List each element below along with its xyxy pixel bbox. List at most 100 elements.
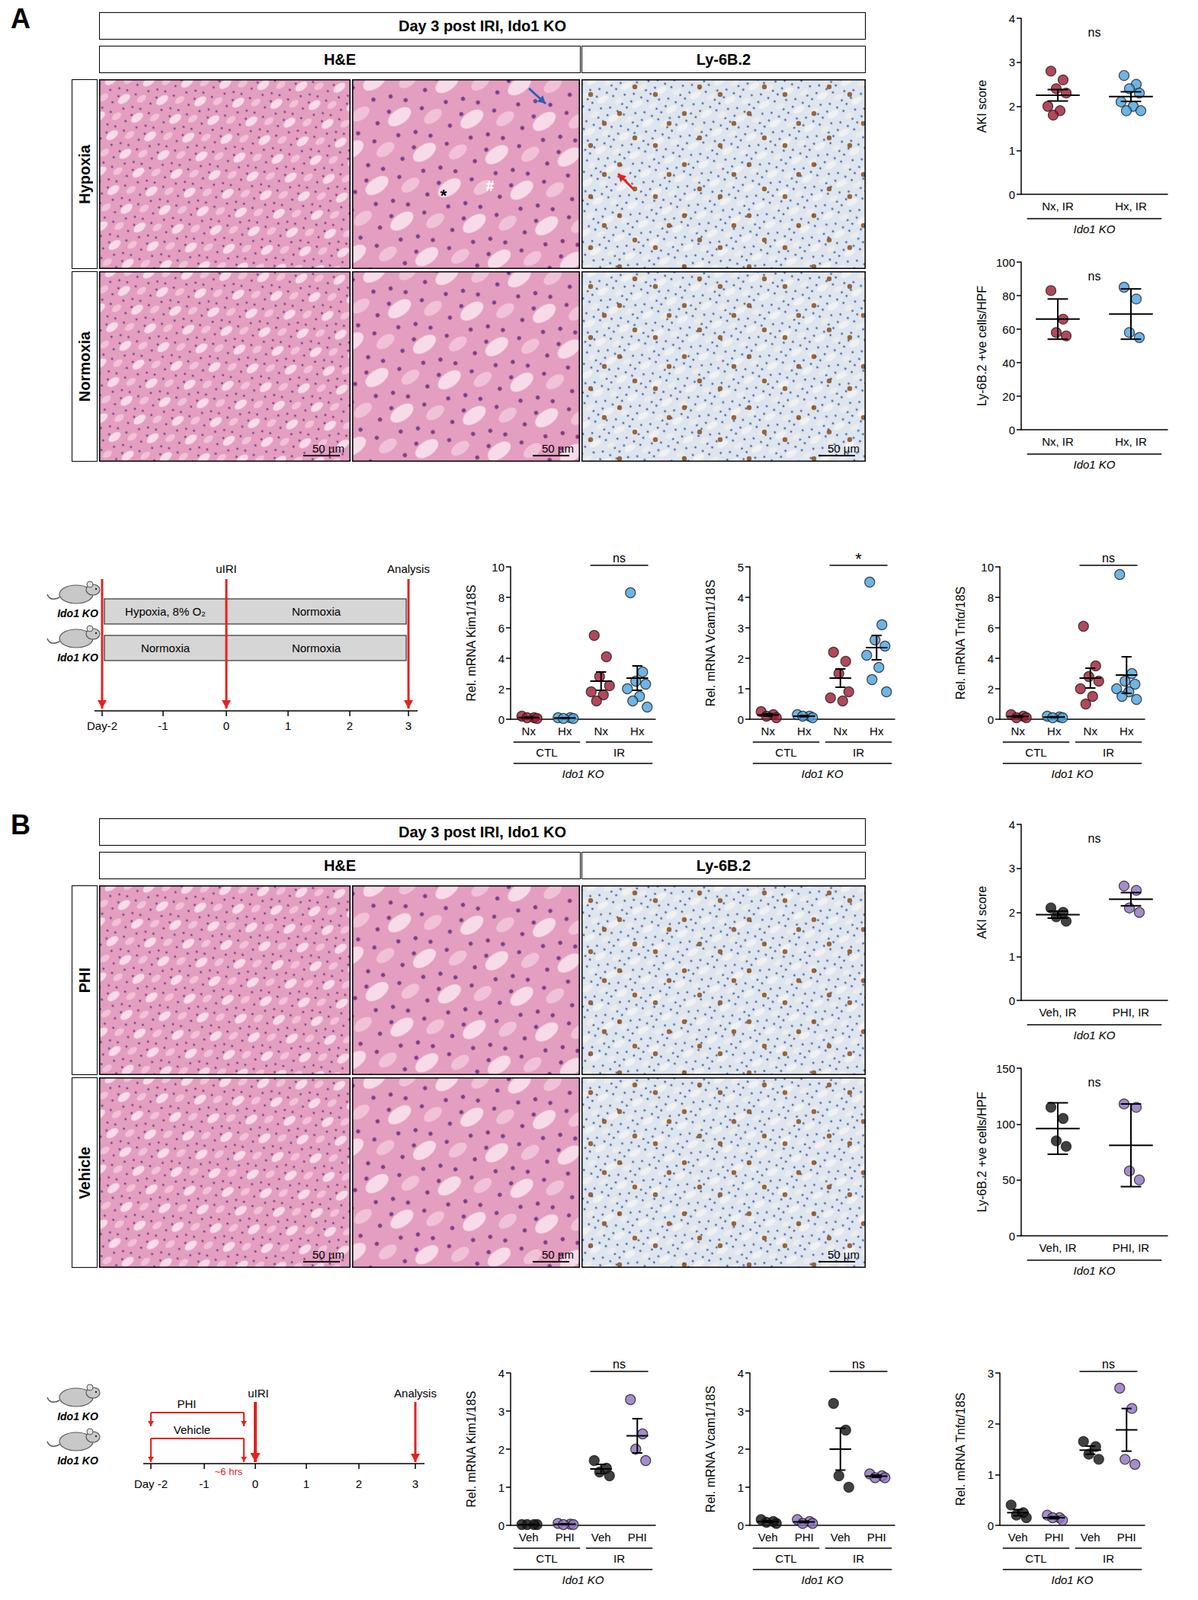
svg-text:PHI: PHI [1117, 1531, 1137, 1544]
svg-text:0: 0 [1009, 423, 1016, 437]
svg-text:Hx, IR: Hx, IR [1114, 199, 1147, 213]
svg-text:AKI score: AKI score [975, 886, 989, 939]
svg-text:4: 4 [1009, 12, 1016, 26]
svg-text:4: 4 [987, 652, 994, 666]
svg-text:Ido1 KO: Ido1 KO [1073, 222, 1115, 236]
svg-text:CTL: CTL [535, 746, 558, 760]
svg-text:Hx: Hx [630, 724, 645, 738]
svg-text:Ido1 KO: Ido1 KO [57, 607, 99, 620]
svg-text:Ido1 KO: Ido1 KO [57, 651, 99, 664]
svg-text:6: 6 [498, 621, 505, 635]
svg-text:Hx: Hx [557, 724, 573, 738]
svg-text:0: 0 [1009, 994, 1016, 1008]
svg-text:ns: ns [1088, 25, 1102, 39]
svg-text:Ido1 KO: Ido1 KO [1073, 458, 1115, 471]
svg-text:1: 1 [303, 1477, 310, 1491]
svg-text:Rel. mRNA Tnfα/18S: Rel. mRNA Tnfα/18S [954, 586, 968, 701]
svg-text:CTL: CTL [775, 1552, 797, 1566]
svg-text:1: 1 [1009, 144, 1016, 157]
svg-text:#: # [485, 177, 494, 195]
svg-text:IR: IR [613, 746, 625, 760]
svg-text:CTL: CTL [535, 1552, 558, 1566]
svg-text:Veh: Veh [591, 1531, 612, 1544]
svg-text:150: 150 [996, 1062, 1016, 1076]
svg-text:PHI, IR: PHI, IR [1112, 1241, 1150, 1255]
svg-text:3: 3 [498, 1405, 505, 1419]
svg-text:Hx: Hx [1047, 724, 1062, 738]
svg-text:uIRI: uIRI [215, 562, 238, 576]
svg-text:-1: -1 [198, 1477, 209, 1491]
svg-text:0: 0 [498, 1519, 505, 1533]
svg-text:uIRI: uIRI [247, 1386, 270, 1400]
svg-text:ns: ns [1088, 1076, 1102, 1090]
svg-text:*: * [440, 185, 448, 206]
svg-text:IR: IR [1102, 1552, 1115, 1566]
svg-text:Rel. mRNA Vcam1/18S: Rel. mRNA Vcam1/18S [704, 1386, 718, 1513]
svg-text:Ido1 KO: Ido1 KO [561, 1573, 604, 1587]
svg-text:100: 100 [996, 1117, 1016, 1131]
svg-text:Rel. mRNA Kim1/18S: Rel. mRNA Kim1/18S [464, 585, 478, 702]
svg-text:0: 0 [987, 1519, 994, 1533]
svg-text:40: 40 [1002, 356, 1016, 370]
svg-text:1: 1 [285, 719, 292, 733]
svg-text:2: 2 [987, 1417, 994, 1431]
svg-text:Rel. mRNA Kim1/18S: Rel. mRNA Kim1/18S [464, 1391, 478, 1509]
svg-text:CTL: CTL [1025, 746, 1047, 760]
svg-text:50 µm: 50 µm [827, 442, 860, 455]
svg-text:Nx, IR: Nx, IR [1041, 435, 1074, 449]
svg-text:Nx: Nx [1083, 724, 1099, 738]
svg-text:50 µm: 50 µm [541, 1248, 574, 1262]
svg-text:2: 2 [355, 1477, 362, 1491]
svg-text:3: 3 [737, 1405, 744, 1419]
svg-text:Ido1 KO: Ido1 KO [57, 1454, 99, 1468]
svg-text:ns: ns [852, 1358, 865, 1371]
svg-text:50 µm: 50 µm [312, 1248, 345, 1262]
svg-text:IR: IR [1102, 746, 1115, 760]
svg-text:3: 3 [1009, 861, 1016, 875]
svg-text:2: 2 [987, 682, 994, 696]
svg-text:Nx: Nx [522, 724, 537, 738]
svg-text:PHI: PHI [794, 1531, 814, 1544]
svg-text:Veh: Veh [830, 1531, 851, 1544]
svg-text:IR: IR [852, 1552, 865, 1566]
svg-text:6: 6 [987, 621, 994, 635]
svg-text:PHI, IR: PHI, IR [1112, 1005, 1150, 1019]
svg-text:PHI: PHI [867, 1531, 887, 1544]
svg-text:Veh, IR: Veh, IR [1038, 1241, 1077, 1255]
svg-text:1: 1 [737, 682, 744, 696]
svg-text:PHI: PHI [555, 1531, 575, 1544]
svg-text:2: 2 [737, 1443, 744, 1457]
svg-text:60: 60 [1002, 323, 1016, 337]
svg-text:50 µm: 50 µm [827, 1248, 860, 1262]
svg-text:Nx: Nx [761, 724, 776, 738]
svg-text:ns: ns [612, 551, 626, 565]
svg-text:100: 100 [996, 256, 1016, 270]
svg-text:ns: ns [1101, 1358, 1115, 1371]
svg-text:0: 0 [1009, 1230, 1016, 1243]
svg-text:0: 0 [737, 1519, 744, 1533]
svg-text:50 µm: 50 µm [541, 442, 574, 455]
svg-text:PHI: PHI [627, 1531, 648, 1544]
svg-text:4: 4 [498, 1367, 505, 1381]
svg-text:Day-2: Day-2 [86, 719, 118, 733]
svg-text:10: 10 [491, 560, 505, 574]
svg-text:Hx: Hx [869, 724, 885, 738]
svg-text:Hx, IR: Hx, IR [1114, 435, 1147, 449]
svg-text:IR: IR [852, 746, 865, 760]
svg-text:Normoxia: Normoxia [140, 641, 191, 655]
svg-text:Nx: Nx [833, 724, 849, 738]
svg-text:2: 2 [346, 719, 353, 733]
svg-text:50: 50 [1002, 1173, 1016, 1187]
svg-text:0: 0 [252, 1477, 259, 1491]
svg-text:PHI: PHI [1044, 1531, 1064, 1544]
svg-text:3: 3 [1009, 55, 1016, 69]
svg-text:Ido1 KO: Ido1 KO [1073, 1264, 1115, 1278]
svg-text:50 µm: 50 µm [312, 442, 345, 455]
svg-text:-1: -1 [157, 719, 168, 733]
svg-text:0: 0 [987, 713, 994, 727]
svg-text:2: 2 [498, 682, 505, 696]
svg-text:Ido1 KO: Ido1 KO [800, 1573, 843, 1587]
svg-text:Normoxia: Normoxia [291, 641, 342, 655]
svg-text:1: 1 [498, 1481, 505, 1495]
svg-text:2: 2 [1009, 906, 1016, 920]
